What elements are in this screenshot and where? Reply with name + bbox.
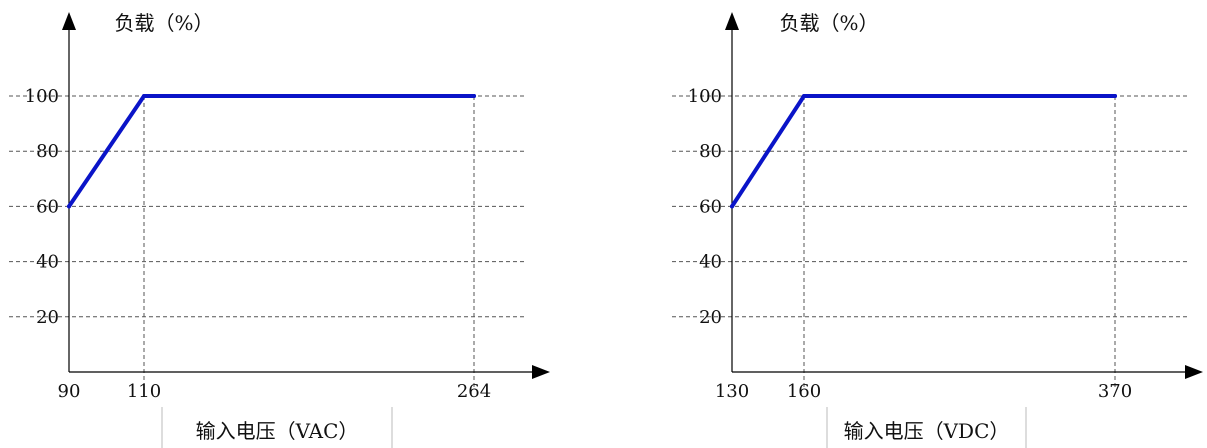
chart-vac-svg: 20 40 60 80 100 90 110 264 负载（%） 输入电压（VAC） [9,11,550,448]
series-point-370 [1113,94,1117,98]
x-tick-label-90: 90 [58,381,81,402]
y-tick-label-40: 40 [699,252,722,273]
y-tick-label-60: 60 [699,196,722,217]
y-axis-arrow [62,12,76,30]
series-point-110 [142,94,146,98]
x-axis-arrow [1185,365,1203,379]
y-axis-label: 负载（%） [114,11,213,35]
series-point-264 [472,94,476,98]
y-axis-label: 负载（%） [779,11,878,35]
x-axis-arrow [532,365,550,379]
series-point-130 [730,204,734,209]
x-tick-label-160: 160 [787,381,821,402]
chart-vdc: 20 40 60 80 100 130 160 370 负载（%） 输入电压（VDC） [603,0,1203,448]
y-tick-label-100: 100 [688,86,722,107]
x-tick-label-130: 130 [715,381,749,402]
chart-vdc-svg: 20 40 60 80 100 130 160 370 负载（%） 输入电压（VDC） [672,11,1203,448]
y-tick-label-20: 20 [699,307,722,328]
y-axis-arrow [725,12,739,30]
series-point-90 [67,204,71,209]
x-tick-label-370: 370 [1098,381,1132,402]
x-axis-label: 输入电压（VAC） [196,419,359,443]
y-tick-label-60: 60 [36,196,59,217]
y-tick-label-80: 80 [36,141,59,162]
y-tick-label-80: 80 [699,141,722,162]
x-axis-label: 输入电压（VDC） [844,419,1010,443]
chart-vac: 20 40 60 80 100 90 110 264 负载（%） 输入电压（VAC） [0,0,600,448]
x-tick-label-264: 264 [457,381,491,402]
y-tick-label-40: 40 [36,252,59,273]
y-tick-label-20: 20 [36,307,59,328]
x-tick-label-110: 110 [127,381,161,402]
series-point-160 [802,94,806,98]
y-tick-label-100: 100 [25,86,59,107]
